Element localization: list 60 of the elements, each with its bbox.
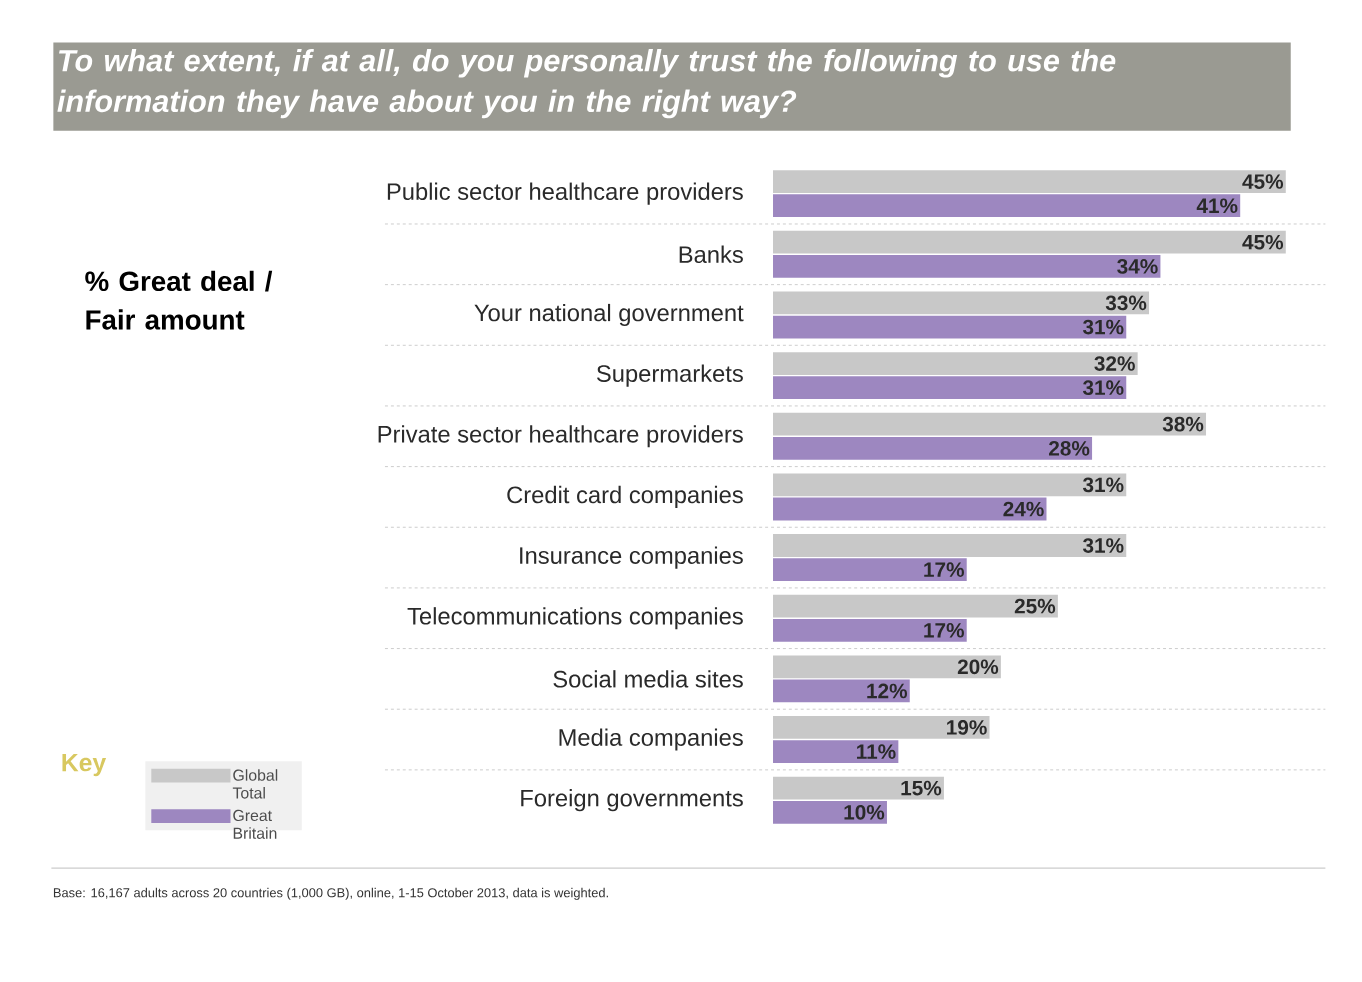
bar [773,534,1127,557]
data-label: 17% [924,623,964,638]
data-label: 31% [1082,477,1124,493]
data-label: 25% [1014,598,1056,614]
y-tick-label: Social media sites [553,670,743,688]
bar [773,230,1286,254]
data-label: 20% [957,659,999,675]
data-label: 33% [1105,295,1147,311]
y-tick-label: Banks [679,245,743,264]
bar [773,291,1150,315]
data-label: 11% [857,744,896,759]
data-label: 31% [1082,380,1124,396]
data-label: 45% [1242,174,1284,189]
bar [773,436,1093,460]
bar [773,618,967,642]
y-tick-label: Media companies [559,728,743,751]
data-label: 10% [844,804,885,820]
bar [773,716,990,739]
y-tick-label: Foreign governments [521,789,743,812]
bar [773,497,1047,521]
bar [773,412,1207,436]
data-label: 38% [1162,416,1204,432]
bar [773,352,1138,375]
data-label: 19% [947,720,987,735]
bar [773,776,944,800]
text: Base: 16,167 adults across 20 countries (1,000 GB), online, 1-15 October 2013, data is weighted. [53,887,608,900]
y-tick-label: Private sector healthcare providers [378,425,743,448]
y-tick-label: Insurance companies [520,546,743,569]
bar [773,315,1127,339]
legend-label: Global Total [232,769,278,799]
bar [773,655,1001,679]
bar [773,558,967,582]
bar [773,376,1127,400]
bar [773,473,1127,497]
y-tick-label: Telecommunications companies [407,607,743,630]
data-label: 45% [1242,234,1284,250]
data-label: 31% [1082,538,1124,553]
data-label: 31% [1082,319,1124,335]
chart-title: To what extent, if at all, do you personally trust the following to use the information they have about you in the right way? [57,49,1116,119]
data-label: 34% [1117,259,1158,274]
data-label: 24% [1003,501,1044,517]
data-label: 12% [867,683,908,699]
bar [773,594,1058,618]
y-tick-label: Supermarkets [596,364,743,387]
data-label: 15% [901,780,942,796]
y-tick-label: Credit card companies [507,485,743,509]
data-label: 17% [924,562,964,577]
legend-title: Key [62,754,107,777]
bar [773,800,887,824]
bar [773,255,1161,278]
y-tick-label: Your national government [474,303,744,327]
data-label: 41% [1196,198,1238,214]
bar [773,170,1286,193]
y-tick-label: Public sector healthcare providers [387,182,743,205]
text: % Great deal / Fair amount [85,270,273,330]
bar [773,740,899,764]
legend-label: Great Britain [233,809,277,839]
data-label: 28% [1049,441,1090,456]
bar [773,194,1241,218]
data-label: 32% [1094,356,1135,371]
